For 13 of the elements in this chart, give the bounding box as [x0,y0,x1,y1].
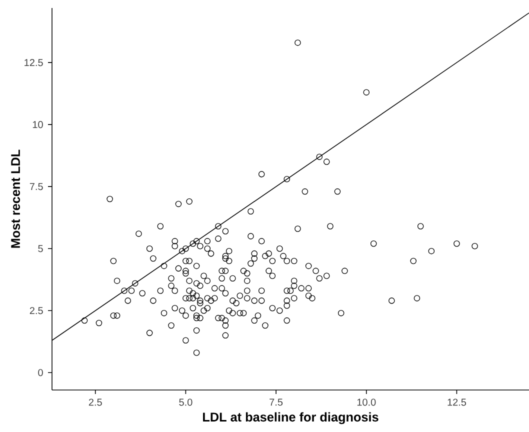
y-tick-label: 10 [32,121,43,128]
y-tick-label: 12.5 [24,59,43,66]
x-axis-title: LDL at baseline for diagnosis [203,412,378,424]
x-tick-label: 12.5 [448,398,466,406]
x-tick-label: 5.0 [179,398,192,406]
y-tick-label: 5 [38,245,43,252]
y-tick-label: 2.5 [30,307,43,314]
y-tick-label: 0 [38,369,43,376]
x-tick-label: 10.0 [357,398,376,406]
x-tick-label: 2.5 [88,398,102,406]
x-tick-label: 7.5 [270,398,283,406]
y-tick-label: 7.5 [30,183,43,190]
y-axis-title: Most recent LDL [11,150,20,248]
